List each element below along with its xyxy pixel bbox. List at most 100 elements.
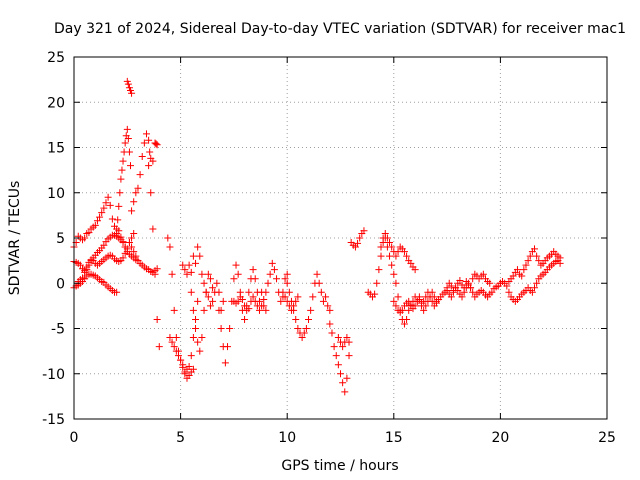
data-point bbox=[155, 343, 163, 351]
data-point bbox=[283, 270, 291, 278]
data-point bbox=[145, 136, 153, 144]
data-point bbox=[279, 288, 287, 296]
data-point bbox=[315, 279, 323, 287]
data-point bbox=[204, 270, 212, 278]
data-point bbox=[83, 263, 91, 271]
data-point bbox=[405, 306, 413, 314]
data-point bbox=[467, 284, 475, 292]
data-point bbox=[345, 338, 353, 346]
data-point bbox=[96, 213, 104, 221]
data-point bbox=[149, 225, 157, 233]
data-point bbox=[309, 293, 317, 301]
data-point bbox=[132, 252, 140, 260]
data-point bbox=[447, 293, 455, 301]
data-point bbox=[268, 259, 276, 267]
data-point bbox=[81, 234, 89, 242]
data-point bbox=[187, 352, 195, 360]
data-point bbox=[200, 306, 208, 314]
data-point bbox=[128, 89, 136, 97]
data-point bbox=[266, 270, 274, 278]
data-point bbox=[215, 288, 223, 296]
data-point bbox=[174, 352, 182, 360]
data-point bbox=[520, 266, 528, 274]
data-point bbox=[98, 209, 106, 217]
data-point bbox=[200, 279, 208, 287]
data-point bbox=[488, 288, 496, 296]
data-point bbox=[383, 234, 391, 242]
data-point bbox=[392, 252, 400, 260]
data-point bbox=[194, 338, 202, 346]
data-point bbox=[114, 216, 122, 224]
data-point bbox=[128, 243, 136, 251]
data-point bbox=[452, 284, 460, 292]
data-point bbox=[224, 343, 232, 351]
data-point bbox=[326, 306, 334, 314]
data-point bbox=[106, 201, 114, 209]
x-tick-label: 0 bbox=[70, 430, 79, 446]
data-point bbox=[281, 293, 289, 301]
data-point bbox=[189, 365, 197, 373]
data-point bbox=[518, 272, 526, 280]
data-point bbox=[277, 297, 285, 305]
y-axis-label: SDTVAR / TECUs bbox=[7, 181, 23, 296]
data-point bbox=[121, 139, 129, 147]
data-point bbox=[179, 261, 187, 269]
data-point bbox=[194, 297, 202, 305]
data-point bbox=[424, 288, 432, 296]
data-point bbox=[339, 343, 347, 351]
data-point bbox=[234, 270, 242, 278]
data-point bbox=[125, 239, 133, 247]
data-point bbox=[298, 334, 306, 342]
data-point bbox=[100, 204, 108, 212]
data-point bbox=[196, 252, 204, 260]
data-point bbox=[164, 234, 172, 242]
data-point bbox=[533, 252, 541, 260]
data-point bbox=[371, 290, 379, 298]
data-point bbox=[119, 239, 127, 247]
data-point bbox=[394, 248, 402, 256]
data-point bbox=[130, 248, 138, 256]
data-point bbox=[146, 148, 154, 156]
data-point bbox=[170, 306, 178, 314]
data-point bbox=[422, 302, 430, 310]
data-point bbox=[152, 140, 160, 148]
data-point bbox=[390, 297, 398, 305]
data-point bbox=[400, 248, 408, 256]
axis-ticks: 0 5 10 15 20 25 -15 -10 -5 0 5 10 15 20 25 bbox=[42, 50, 616, 446]
data-point bbox=[170, 343, 178, 351]
data-point bbox=[113, 288, 121, 296]
y-tick-label: 0 bbox=[56, 276, 65, 292]
data-point bbox=[420, 306, 428, 314]
data-point bbox=[177, 356, 185, 364]
data-point bbox=[505, 288, 513, 296]
data-point bbox=[232, 261, 240, 269]
data-point bbox=[432, 299, 440, 307]
data-point bbox=[187, 268, 195, 276]
data-point bbox=[166, 243, 174, 251]
data-point bbox=[375, 266, 383, 274]
data-point bbox=[179, 361, 187, 369]
data-point bbox=[153, 265, 161, 273]
data-point bbox=[192, 259, 200, 267]
data-point bbox=[189, 306, 197, 314]
data-point bbox=[128, 207, 136, 215]
data-point bbox=[377, 243, 385, 251]
chart-title: Day 321 of 2024, Sidereal Day-to-day VTE… bbox=[54, 21, 626, 37]
data-point bbox=[198, 270, 206, 278]
data-point bbox=[522, 261, 530, 269]
data-point bbox=[260, 296, 268, 304]
data-point bbox=[420, 297, 428, 305]
data-point bbox=[202, 288, 210, 296]
data-point bbox=[130, 198, 138, 206]
data-point bbox=[196, 347, 204, 355]
data-point bbox=[400, 320, 408, 328]
data-point bbox=[138, 153, 146, 161]
data-point bbox=[381, 229, 389, 237]
data-point bbox=[241, 302, 249, 310]
data-point bbox=[415, 296, 423, 304]
data-point bbox=[132, 189, 140, 197]
x-axis-label: GPS time / hours bbox=[281, 458, 398, 474]
data-point bbox=[121, 249, 129, 257]
data-point bbox=[302, 325, 310, 332]
